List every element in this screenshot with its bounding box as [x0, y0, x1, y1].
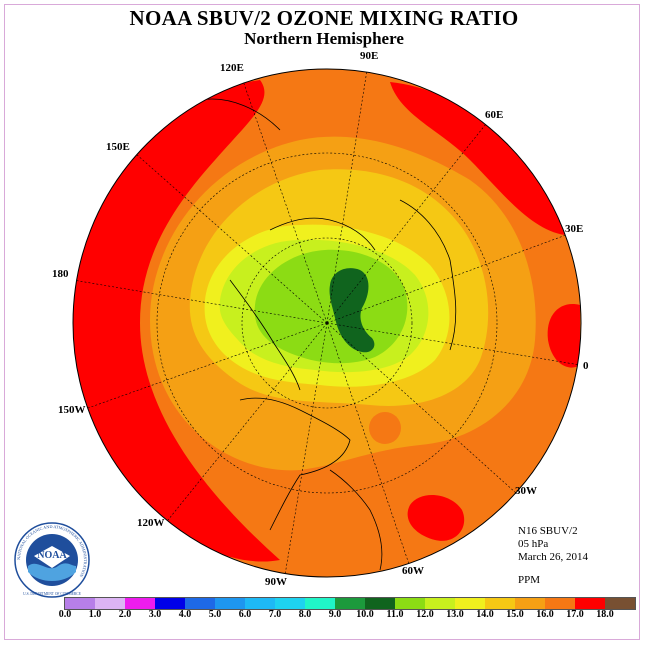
colorbar-tick-label: 2.0: [118, 609, 132, 620]
colorbar-swatch-13: [455, 598, 485, 609]
colorbar-tick-label: 5.0: [208, 609, 222, 620]
frame-border: [4, 4, 640, 640]
colorbar-swatch-3: [155, 598, 185, 609]
colorbar-swatch-15: [515, 598, 545, 609]
noaa-logo: NOAA NATIONAL OCEANIC AND ATMOSPHERIC AD…: [14, 522, 90, 598]
colorbar-swatch-7: [275, 598, 305, 609]
colorbar-swatch-1: [95, 598, 125, 609]
instrument-label: N16 SBUV/2: [518, 525, 578, 537]
colorbar-tick-label: 17.0: [566, 609, 584, 620]
lon-label-120w: 120W: [137, 517, 165, 529]
logo-bottom-text: U.S. DEPARTMENT OF COMMERCE: [23, 592, 82, 596]
pressure-level-label: 05 hPa: [518, 538, 549, 550]
map-outline: [72, 68, 582, 578]
colorbar-swatch-0: [65, 598, 95, 609]
lon-label-150e: 150E: [106, 141, 130, 153]
lon-label-90w: 90W: [265, 576, 287, 588]
colorbar-tick-label: 15.0: [506, 609, 524, 620]
contour-orange-spot: [369, 412, 401, 444]
coastlines: [199, 98, 457, 571]
colorbar-swatch-4: [185, 598, 215, 609]
lon-label-180: 180: [52, 268, 69, 280]
lon-label-90e: 90E: [360, 50, 379, 62]
lon-label-60w: 60W: [402, 565, 424, 577]
contour-dark-green: [329, 268, 375, 353]
contour-red-west: [73, 80, 280, 562]
lon-label-120e: 120E: [220, 62, 244, 74]
graticule: [73, 69, 581, 576]
colorbar-swatch-5: [215, 598, 245, 609]
colorbar-swatch-11: [395, 598, 425, 609]
colorbar-tick-label: 12.0: [416, 609, 434, 620]
colorbar-swatch-6: [245, 598, 275, 609]
colorbar-swatch-2: [125, 598, 155, 609]
colorbar-tick-label: 8.0: [298, 609, 312, 620]
colorbar-tick-label: 7.0: [268, 609, 282, 620]
colorbar-tick-label: 6.0: [238, 609, 252, 620]
contour-red-east: [547, 304, 580, 368]
map-title: NOAA SBUV/2 OZONE MIXING RATIO: [129, 6, 519, 30]
lon-label-0: 0: [583, 360, 589, 372]
lon-label-60e: 60E: [485, 109, 504, 121]
lon-label-30e: 30E: [565, 223, 584, 235]
colorbar-tick-label: 14.0: [476, 609, 494, 620]
colorbar-tick-label: 10.0: [356, 609, 374, 620]
colorbar-swatch-16: [545, 598, 575, 609]
colorbar-swatch-17: [575, 598, 605, 609]
colorbar-swatch-12: [425, 598, 455, 609]
colorbar-tick-label: 16.0: [536, 609, 554, 620]
colorbar-tick-label: 18.0: [596, 609, 614, 620]
colorbar-tick-label: 1.0: [88, 609, 102, 620]
colorbar-swatch-14: [485, 598, 515, 609]
colorbar-tick-label: 3.0: [148, 609, 162, 620]
colorbar-tick-label: 4.0: [178, 609, 192, 620]
colorbar-swatch-18: [605, 598, 635, 609]
colorbar-tick-label: 9.0: [328, 609, 342, 620]
colorbar-tick-label: 0.0: [58, 609, 72, 620]
colorbar-swatch-10: [365, 598, 395, 609]
contour-red-northeast: [390, 82, 565, 235]
colorbar-tick-label: 11.0: [386, 609, 404, 620]
map-subtitle: Northern Hemisphere: [244, 29, 404, 48]
contour-red-atlantic: [407, 494, 465, 541]
lon-label-150w: 150W: [58, 404, 86, 416]
colorbar-swatch-8: [305, 598, 335, 609]
colorbar: [64, 597, 636, 610]
units-label: PPM: [518, 574, 541, 586]
lon-label-30w: 30W: [515, 485, 537, 497]
colorbar-tick-label: 13.0: [446, 609, 464, 620]
date-label: March 26, 2014: [518, 551, 588, 563]
colorbar-swatch-9: [335, 598, 365, 609]
logo-text: NOAA: [37, 550, 67, 561]
